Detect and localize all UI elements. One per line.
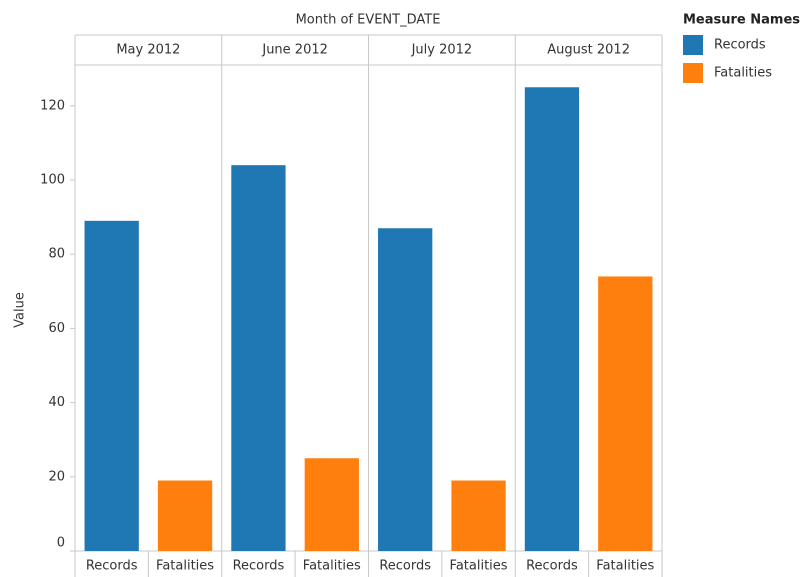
x-tick-label: Records [86,559,138,574]
panel-header: May 2012 [116,43,180,58]
x-tick-label: Records [379,559,431,574]
y-tick-label: 60 [48,321,65,336]
bar [231,165,286,551]
y-tick-label: 120 [40,98,65,113]
bar [524,87,580,551]
y-tick-label: 100 [40,173,65,188]
bar [84,220,139,552]
x-tick-label: Records [233,559,285,574]
legend-label: Fatalities [714,66,772,81]
panel-header: August 2012 [547,43,630,58]
bar [451,480,506,551]
x-tick-label: Records [526,559,578,574]
x-tick-label: Fatalities [450,559,508,574]
x-tick-label: Fatalities [596,559,654,574]
y-tick-label: 40 [48,395,65,410]
panel-header: July 2012 [411,43,473,58]
y-tick-label: 0 [57,536,65,551]
x-tick-label: Fatalities [303,559,361,574]
legend-title: Measure Names [683,13,800,28]
y-tick-label: 20 [48,469,65,484]
y-tick-label: 80 [48,247,65,262]
legend-swatch [683,35,703,55]
bar [378,228,433,552]
legend-label: Records [714,38,766,53]
legend-swatch [683,63,703,83]
bar [304,458,359,551]
x-tick-label: Fatalities [156,559,214,574]
chart-title: Month of EVENT_DATE [296,13,441,28]
bar [598,276,653,551]
bar [157,480,213,551]
panel-header: June 2012 [261,43,328,58]
y-axis-label: Value [13,292,28,328]
